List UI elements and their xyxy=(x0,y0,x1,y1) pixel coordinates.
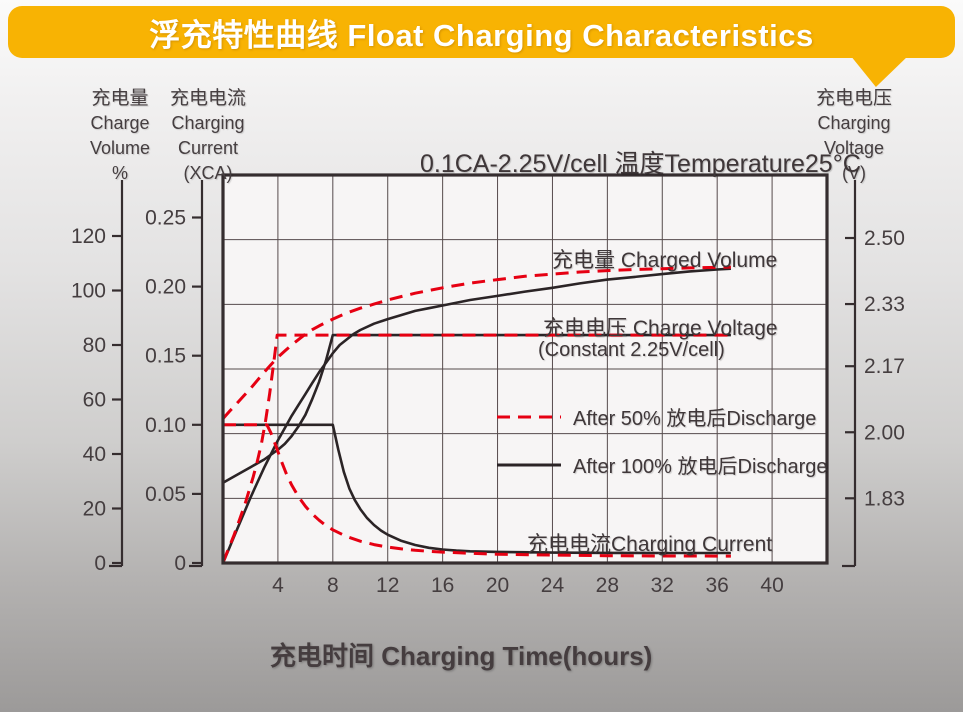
x-tick-label: 20 xyxy=(486,574,509,597)
axis-title-line: Charge xyxy=(90,113,150,133)
series-charge_volume-100pct xyxy=(221,267,731,564)
axis-title-line: % xyxy=(111,163,128,183)
axis-title-line: (XCA) xyxy=(183,163,233,183)
curve-label-charged-volume: 充电量 Charged Volume xyxy=(552,249,778,272)
axis-charge-volume-tick-label: 60 xyxy=(83,389,106,412)
axis-title-line: Voltage xyxy=(823,138,885,158)
x-tick-label: 16 xyxy=(431,574,454,597)
axis-charge-volume-tick-label: 120 xyxy=(71,225,106,248)
axis-title-charging-current: 充电电流 Charging Current (XCA) xyxy=(158,86,258,186)
page-title: 浮充特性曲线 Float Charging Characteristics xyxy=(149,17,814,53)
series-charge_volume-50pct xyxy=(221,265,731,420)
x-tick-label: 4 xyxy=(272,574,284,597)
x-tick-label: 24 xyxy=(541,574,565,597)
axis-title-charge-volume: 充电量 Charge Volume % xyxy=(72,86,168,186)
x-tick-label: 12 xyxy=(376,574,399,597)
axis-title-line: 充电量 xyxy=(91,88,149,109)
legend-item-after-50-discharge: After 50% 放电后Discharge xyxy=(497,402,816,431)
axis-charging-current-tick-label: 0.05 xyxy=(145,483,186,506)
x-tick-label: 8 xyxy=(327,574,339,597)
curve-label-charge-voltage-sub: (Constant 2.25V/cell) xyxy=(538,339,725,361)
x-axis-title: 充电时间 Charging Time(hours) xyxy=(270,641,653,671)
x-tick-label: 32 xyxy=(651,574,674,597)
axis-title-line: (V) xyxy=(842,163,866,183)
series-charging_current-50pct xyxy=(223,423,731,558)
axis-charge-volume-tick-label: 40 xyxy=(83,443,106,466)
axis-charging-voltage-tick-label: 1.83 xyxy=(864,487,905,510)
x-tick-label: 28 xyxy=(596,574,619,597)
axis-charge-volume-tick-label: 20 xyxy=(83,498,106,521)
series-charging_voltage-100pct xyxy=(222,333,731,484)
axis-charging-current-tick-label: 0.15 xyxy=(145,345,186,368)
axis-title-line: Volume xyxy=(89,138,151,158)
legend-item-after-100-discharge: After 100% 放电后Discharge xyxy=(497,450,828,479)
axis-title-line: Current xyxy=(177,138,239,158)
axis-charging-voltage-tick-label: 2.50 xyxy=(864,227,905,250)
legend-label: After 100% 放电后Discharge xyxy=(573,456,828,478)
axis-charging-voltage-tick-label: 2.33 xyxy=(864,293,905,316)
title-banner: 浮充特性曲线 Float Charging Characteristics xyxy=(8,6,955,58)
series-charging_voltage-50pct xyxy=(221,333,731,563)
axis-charging-voltage-tick-label: 2.17 xyxy=(864,355,905,378)
axis-charging-current-tick-label: 0.25 xyxy=(145,207,186,230)
axis-charging-current-tick-label: 0.20 xyxy=(145,276,186,299)
curve-label-charge-voltage: 充电电压 Charge Voltage xyxy=(543,317,778,340)
axis-charging-current-tick-label: 0.10 xyxy=(145,414,186,437)
axis-charging-voltage-tick-label: 2.00 xyxy=(864,421,905,444)
x-tick-label: 36 xyxy=(706,574,729,597)
plot-border xyxy=(221,173,829,565)
axis-title-line: Charging xyxy=(817,113,891,133)
series-charging_current-100pct xyxy=(223,423,731,555)
axis-charge-volume-tick-label: 0 xyxy=(94,552,106,575)
x-tick-label: 40 xyxy=(760,574,783,597)
curve-label-charging-current: 充电电流Charging Current xyxy=(527,533,773,556)
axis-title-line: 充电电流 xyxy=(169,88,246,109)
axis-charge-volume-tick-label: 80 xyxy=(83,334,106,357)
axis-title-line: Charging xyxy=(171,113,245,133)
legend-label: After 50% 放电后Discharge xyxy=(573,408,817,430)
axis-title-charging-voltage: 充电电压 Charging Voltage (V) xyxy=(804,86,904,186)
axis-charging-current-tick-label: 0 xyxy=(174,552,186,575)
axis-title-line: 充电电压 xyxy=(815,88,892,109)
legend-swatch-dashed-red xyxy=(497,415,561,418)
test-condition-note: 0.1CA-2.25V/cell 温度Temperature25°C xyxy=(420,150,861,178)
legend-swatch-solid-black xyxy=(497,463,561,466)
axis-charge-volume-tick-label: 100 xyxy=(71,280,106,303)
